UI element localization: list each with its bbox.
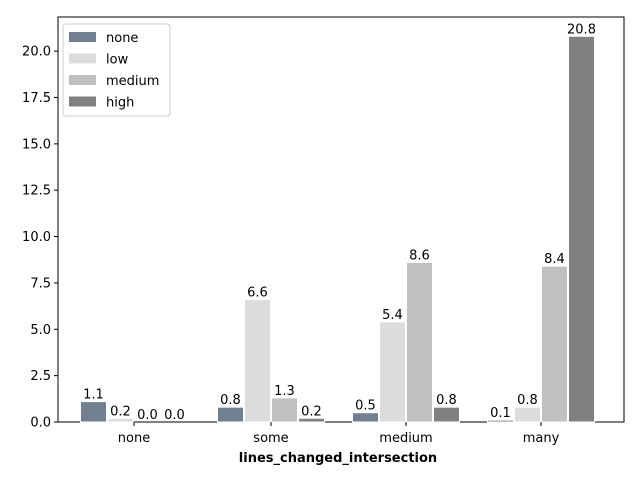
bar-none-many	[487, 419, 514, 423]
legend-label-high: high	[106, 96, 134, 111]
legend-swatch-medium	[69, 75, 96, 85]
y-tick-label: 15.0	[22, 137, 51, 152]
bar-labels-group: 1.1 0.8 0.5 0.1 0.2 6.6 5.4 0.8 0.0 1.3 8.6 8.4 0.0 0…	[83, 22, 596, 423]
y-axis: 0.0 2.5 5.0 7.5 10.0 12.5 15.0 17.5 20.0	[22, 45, 58, 431]
x-tick-label-some: some	[253, 431, 288, 446]
y-tick-label: 5.0	[30, 323, 51, 338]
bar-label-high-many: 20.8	[567, 22, 596, 37]
bar-label-low-some: 6.6	[247, 286, 268, 301]
bar-label-medium-medium: 8.6	[409, 249, 430, 264]
bar-none-some	[217, 406, 244, 423]
y-tick-label: 17.5	[22, 91, 51, 106]
legend-swatch-none	[69, 32, 96, 42]
bar-none-none	[80, 401, 107, 423]
bar-low-medium	[379, 321, 406, 423]
y-tick-label: 2.5	[30, 369, 51, 384]
y-tick-label: 12.5	[22, 184, 51, 199]
bar-label-low-many: 0.8	[517, 393, 538, 408]
bar-label-none-some: 0.8	[220, 393, 241, 408]
bar-label-low-none: 0.2	[110, 404, 131, 419]
bar-label-none-medium: 0.5	[355, 399, 376, 414]
bars-group	[80, 35, 595, 423]
bar-label-high-medium: 0.8	[436, 393, 457, 408]
bar-medium-medium	[406, 262, 433, 423]
y-tick-label: 20.0	[22, 45, 51, 60]
bar-medium-many	[541, 265, 568, 423]
bar-low-some	[244, 299, 271, 423]
bar-label-none-many: 0.1	[490, 406, 511, 421]
bar-label-medium-none: 0.0	[137, 408, 158, 423]
bar-label-medium-some: 1.3	[274, 384, 295, 399]
bar-low-none	[107, 417, 134, 423]
legend-label-low: low	[106, 53, 129, 68]
legend-swatch-low	[69, 53, 96, 64]
bar-high-medium	[433, 406, 460, 423]
y-tick-label: 10.0	[22, 230, 51, 245]
y-tick-label: 0.0	[30, 416, 51, 431]
bar-medium-some	[271, 397, 298, 423]
bar-high-many	[568, 35, 595, 423]
bar-high-some	[298, 417, 325, 423]
bar-label-none-none: 1.1	[83, 388, 104, 403]
x-tick-label-medium: medium	[379, 431, 432, 446]
legend-label-medium: medium	[106, 74, 159, 89]
legend-label-none: none	[106, 31, 138, 46]
y-tick-label: 7.5	[30, 276, 51, 291]
x-tick-label-none: none	[118, 431, 150, 446]
x-axis: none some medium many	[118, 422, 560, 446]
bar-label-low-medium: 5.4	[382, 308, 403, 323]
bar-label-high-some: 0.2	[301, 404, 322, 419]
x-tick-label-many: many	[523, 431, 560, 446]
bar-label-high-none: 0.0	[164, 408, 185, 423]
bar-label-medium-many: 8.4	[544, 252, 565, 267]
bar-low-many	[514, 406, 541, 423]
bar-none-medium	[352, 412, 379, 423]
legend: none low medium high	[62, 23, 171, 117]
legend-box	[62, 23, 171, 117]
x-axis-title: lines_changed_intersection	[239, 451, 437, 466]
plot-area-frame	[57, 16, 625, 423]
legend-swatch-high	[69, 96, 96, 107]
